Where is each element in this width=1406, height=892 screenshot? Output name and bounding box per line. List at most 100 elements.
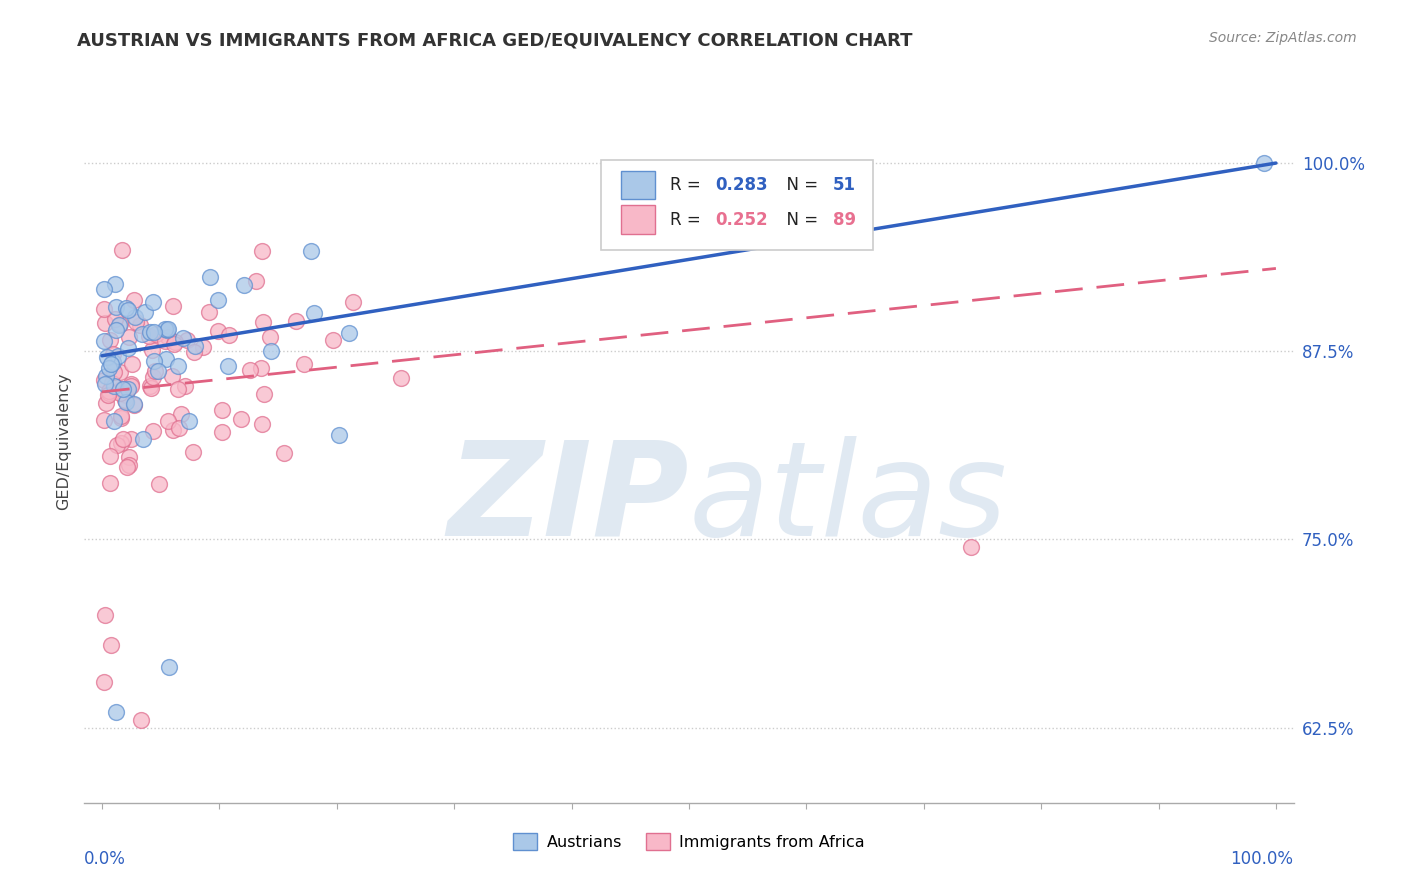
Point [142, 326, 165, 340]
Point [167, 382, 190, 396]
Text: N =: N = [776, 176, 824, 194]
Point [98, 333, 121, 347]
Point [252, 314, 274, 328]
Point [141, 381, 163, 395]
Legend: Austrians, Immigrants from Africa: Austrians, Immigrants from Africa [506, 827, 872, 856]
Point [167, 359, 190, 373]
Point [250, 244, 273, 258]
Point [183, 345, 205, 359]
Point [156, 323, 179, 337]
Point [110, 410, 132, 425]
Point [191, 340, 214, 354]
Point [167, 420, 190, 434]
Point [93, 301, 115, 316]
Point [101, 355, 124, 369]
Point [120, 376, 142, 391]
Point [273, 446, 295, 460]
Text: 0.283: 0.283 [716, 176, 768, 194]
Point [118, 330, 141, 344]
Point [181, 445, 204, 459]
Point [125, 315, 148, 329]
Text: 100.0%: 100.0% [1230, 850, 1294, 868]
Point [155, 351, 177, 366]
Point [245, 274, 267, 288]
Point [322, 333, 344, 347]
Y-axis label: GED/Equivalency: GED/Equivalency [56, 373, 72, 510]
Point [93, 412, 115, 426]
Point [97, 384, 120, 399]
Point [163, 337, 186, 351]
Point [118, 458, 141, 473]
Point [129, 318, 152, 332]
Point [100, 357, 122, 371]
Point [218, 327, 240, 342]
Point [100, 449, 122, 463]
Point [145, 327, 167, 342]
Point [239, 362, 262, 376]
Point [139, 378, 162, 392]
Point [169, 407, 191, 421]
Point [110, 435, 132, 450]
Point [162, 423, 184, 437]
Text: Source: ZipAtlas.com: Source: ZipAtlas.com [1209, 31, 1357, 45]
Point [107, 318, 129, 333]
Point [177, 414, 200, 428]
Point [200, 269, 222, 284]
Point [103, 379, 125, 393]
Point [142, 295, 165, 310]
Point [217, 359, 239, 373]
Point [101, 347, 124, 361]
Point [93, 373, 115, 387]
Point [252, 417, 274, 431]
Point [153, 334, 176, 348]
Point [93, 334, 115, 348]
Point [211, 403, 233, 417]
Point [302, 306, 325, 320]
Point [93, 607, 115, 622]
Point [117, 303, 139, 318]
Point [250, 360, 273, 375]
Point [131, 327, 153, 342]
Point [163, 334, 186, 349]
Point [211, 425, 233, 439]
Text: N =: N = [776, 211, 824, 228]
Point [162, 368, 184, 383]
Point [183, 339, 205, 353]
Point [207, 293, 229, 307]
Point [156, 415, 179, 429]
Point [114, 393, 136, 408]
Point [299, 244, 322, 258]
Point [259, 330, 281, 344]
Point [98, 476, 121, 491]
Text: ZIP: ZIP [447, 436, 689, 563]
Point [141, 369, 163, 384]
Point [108, 365, 131, 379]
Point [342, 295, 364, 310]
Point [103, 413, 125, 427]
Point [121, 357, 143, 371]
Point [104, 312, 127, 326]
Point [93, 282, 115, 296]
Point [94, 377, 117, 392]
Point [105, 706, 128, 720]
Point [94, 396, 117, 410]
Point [122, 398, 145, 412]
Point [285, 313, 308, 327]
Text: R =: R = [669, 176, 706, 194]
Text: atlas: atlas [689, 436, 1008, 563]
Point [118, 450, 141, 465]
Point [172, 331, 194, 345]
Point [1253, 156, 1275, 170]
Point [96, 368, 118, 383]
Point [93, 675, 115, 690]
Point [328, 428, 350, 442]
Point [253, 387, 276, 401]
Point [114, 388, 136, 402]
Point [162, 299, 184, 313]
Text: AUSTRIAN VS IMMIGRANTS FROM AFRICA GED/EQUIVALENCY CORRELATION CHART: AUSTRIAN VS IMMIGRANTS FROM AFRICA GED/E… [77, 31, 912, 49]
Point [108, 318, 131, 332]
Point [176, 333, 198, 347]
Point [157, 330, 180, 344]
Point [138, 328, 160, 343]
Point [108, 385, 131, 400]
